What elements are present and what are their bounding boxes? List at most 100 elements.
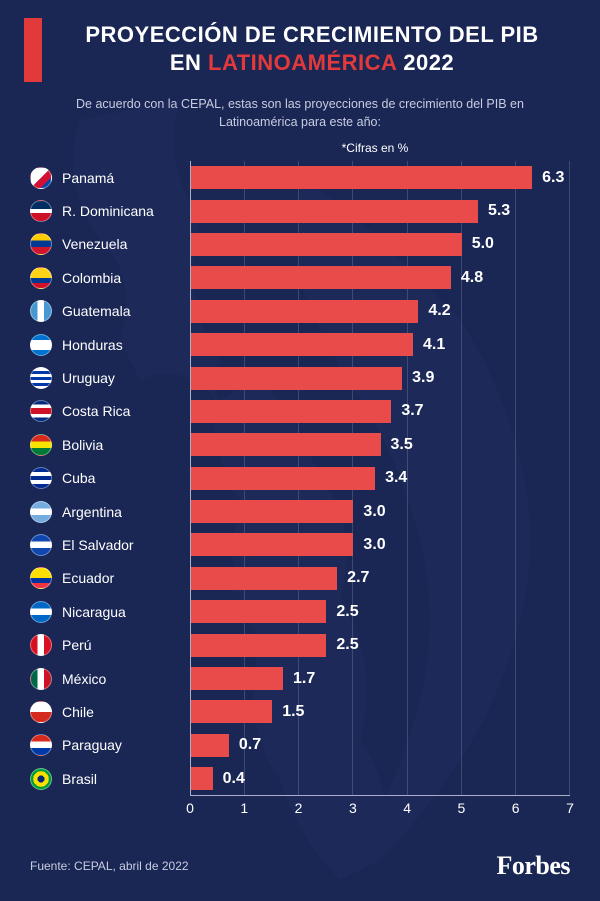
flag-icon [30,601,52,623]
country-row: Brasil [30,762,190,795]
country-row: Honduras [30,328,190,361]
flag-icon [30,200,52,222]
flag-icon [30,467,52,489]
bar [191,200,478,223]
subtitle: De acuerdo con la CEPAL, estas son las p… [0,86,600,135]
country-label: Cuba [62,470,95,486]
value-label: 4.8 [461,269,483,287]
flag-icon [30,400,52,422]
country-row: Chile [30,695,190,728]
country-row: El Salvador [30,528,190,561]
country-label: Brasil [62,771,97,787]
x-tick: 1 [240,800,248,816]
bar [191,266,451,289]
bar-row: 3.5 [191,428,570,461]
flag-icon [30,334,52,356]
bar [191,467,375,490]
value-label: 2.7 [347,569,369,587]
country-row: Cuba [30,462,190,495]
x-tick: 4 [403,800,411,816]
country-row: Colombia [30,261,190,294]
country-label: Nicaragua [62,604,126,620]
bar-row: 3.7 [191,395,570,428]
country-row: Venezuela [30,228,190,261]
x-tick: 2 [295,800,303,816]
value-label: 0.7 [239,736,261,754]
bar [191,500,353,523]
bar-row: 3.9 [191,361,570,394]
country-label: Ecuador [62,570,114,586]
bar [191,734,229,757]
x-tick: 0 [186,800,194,816]
country-row: Nicaragua [30,595,190,628]
value-label: 6.3 [542,169,564,187]
country-row: Ecuador [30,562,190,595]
country-row: Paraguay [30,729,190,762]
bar-row: 5.3 [191,194,570,227]
x-tick: 6 [512,800,520,816]
country-label: Paraguay [62,737,122,753]
value-label: 4.1 [423,336,445,354]
bar-row: 4.8 [191,261,570,294]
source-text: Fuente: CEPAL, abril de 2022 [30,859,189,873]
x-tick: 7 [566,800,574,816]
flag-icon [30,501,52,523]
brand-logo: Forbes [496,851,570,881]
bar [191,634,326,657]
value-label: 5.3 [488,202,510,220]
country-label: Honduras [62,337,123,353]
bar [191,233,462,256]
value-label: 3.4 [385,469,407,487]
value-label: 4.2 [428,302,450,320]
flag-icon [30,634,52,656]
bar [191,667,283,690]
country-row: Uruguay [30,361,190,394]
bar-row: 6.3 [191,161,570,194]
bar [191,767,213,790]
bar [191,400,391,423]
accent-bar [24,18,42,82]
flag-icon [30,768,52,790]
flag-icon [30,300,52,322]
bar [191,533,353,556]
title-line-1: PROYECCIÓN DE CRECIMIENTO DEL PIB [54,22,570,48]
bar-row: 0.4 [191,762,570,795]
bar-row: 4.1 [191,328,570,361]
bar-row: 3.0 [191,495,570,528]
flag-icon [30,567,52,589]
bar-row: 3.4 [191,462,570,495]
title-line-2: EN LATINOAMÉRICA 2022 [54,50,570,76]
country-row: Bolivia [30,428,190,461]
country-row: México [30,662,190,695]
value-label: 0.4 [223,770,245,788]
x-tick: 3 [349,800,357,816]
footer: Fuente: CEPAL, abril de 2022 Forbes [0,851,600,881]
value-label: 1.7 [293,670,315,688]
country-label: R. Dominicana [62,203,154,219]
units-label: *Cifras en % [180,141,570,155]
country-row: Guatemala [30,295,190,328]
country-label: Colombia [62,270,121,286]
bar-row: 5.0 [191,228,570,261]
flag-icon [30,167,52,189]
bar [191,333,413,356]
country-label: Perú [62,637,92,653]
bar-row: 1.5 [191,695,570,728]
bar-row: 2.5 [191,595,570,628]
flag-icon [30,367,52,389]
x-tick: 5 [458,800,466,816]
bar [191,600,326,623]
country-label: Venezuela [62,236,127,252]
bars: 6.35.35.04.84.24.13.93.73.53.43.03.02.72… [191,161,570,795]
bar-row: 0.7 [191,729,570,762]
country-row: Argentina [30,495,190,528]
country-label: Argentina [62,504,122,520]
value-label: 3.5 [391,436,413,454]
country-row: Perú [30,628,190,661]
value-label: 1.5 [282,703,304,721]
country-row: Panamá [30,161,190,194]
chart: *Cifras en % Panamá R. Dominicana Venezuel… [0,135,600,820]
labels-column: Panamá R. Dominicana Venezuela Colombia Guat… [30,161,190,796]
header: PROYECCIÓN DE CRECIMIENTO DEL PIB EN LAT… [0,0,600,86]
bar [191,300,418,323]
